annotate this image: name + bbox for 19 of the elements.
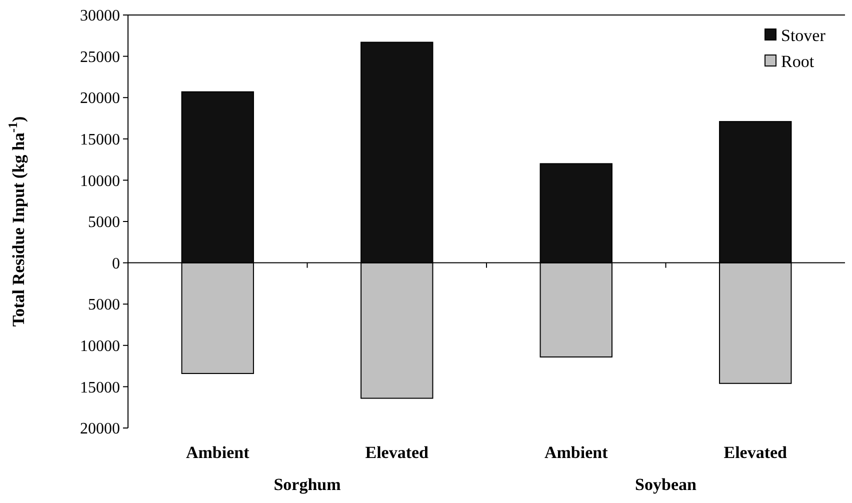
y-tick-label: 15000: [80, 132, 120, 148]
text: Soybean: [635, 475, 697, 494]
legend-label: Root: [781, 52, 814, 71]
y-tick-label: 15000: [80, 379, 120, 396]
text: Sorghum: [274, 475, 341, 494]
y-tick-label: 10000: [80, 172, 120, 190]
x-tick-label: Elevated: [724, 443, 788, 462]
y-tick-label: 10000: [80, 338, 120, 355]
y-tick-label: 0: [112, 255, 120, 272]
x-tick-label: Ambient: [186, 443, 250, 462]
y-tick-label: 20000: [80, 90, 120, 108]
y-tick-label: 5000: [88, 214, 120, 232]
y-tick-label: 25000: [80, 48, 120, 66]
y-tick-label: 5000: [88, 296, 120, 314]
x-tick-label: Elevated: [365, 443, 430, 462]
x-tick-label: Ambient: [544, 443, 608, 462]
y-tick-label: 30000: [80, 8, 120, 25]
y-tick-label: 20000: [80, 420, 120, 438]
legend-label: Stover: [781, 26, 826, 45]
